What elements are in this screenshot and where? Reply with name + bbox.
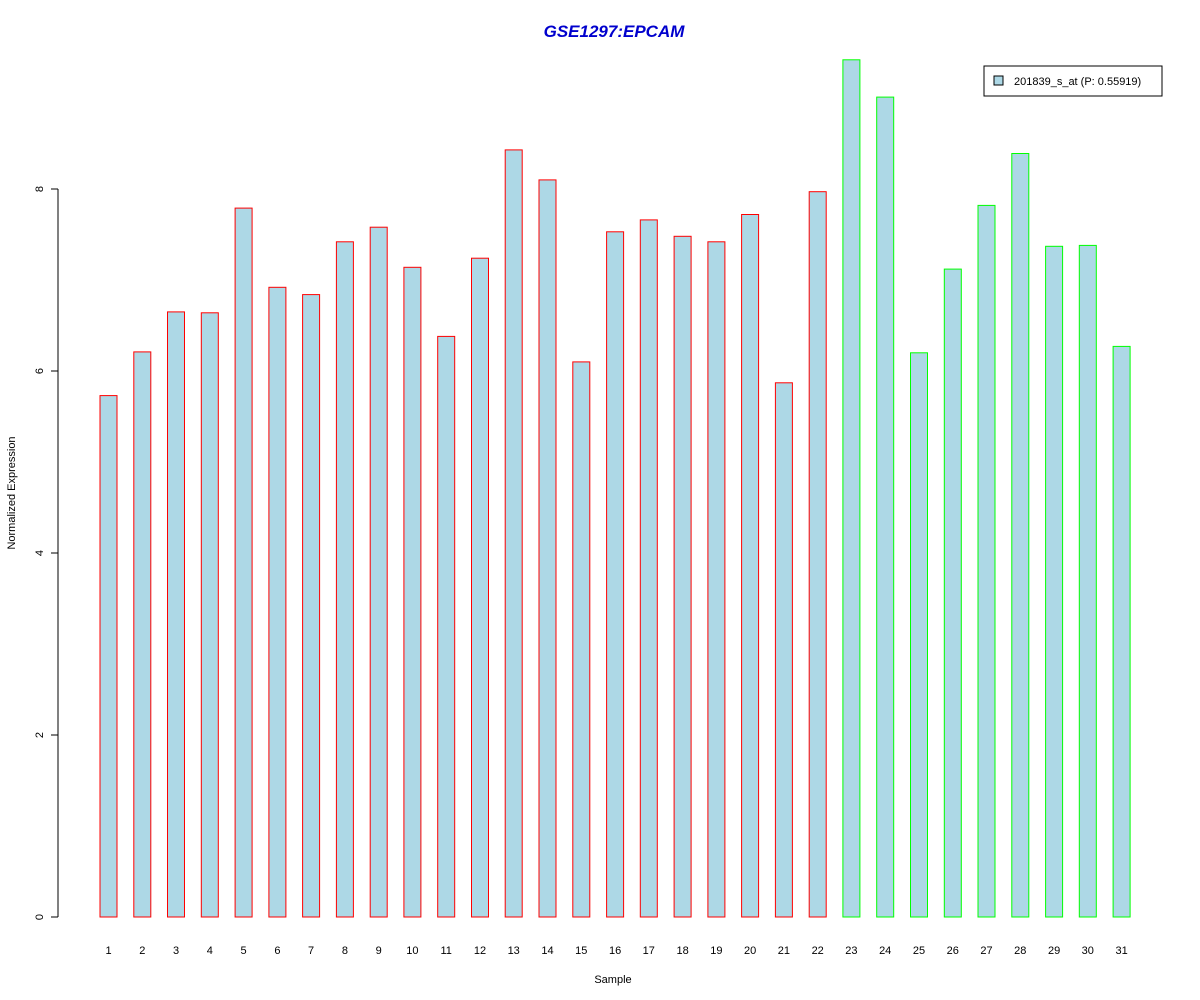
x-tick-labels: 1 2 3 4 5 6 7 8 9 10 11 12 13 14 15 16 17 18 19 20 21 22 23 24 2… xyxy=(105,945,1127,957)
x-tick-label: 16 xyxy=(609,945,621,957)
x-tick-label: 17 xyxy=(643,945,655,957)
bar xyxy=(639,219,658,918)
legend-swatch xyxy=(993,75,1004,86)
x-tick-label: 2 xyxy=(139,945,145,957)
x-tick-label: 3 xyxy=(173,945,179,957)
x-tick-label: 25 xyxy=(913,945,925,957)
bar xyxy=(335,241,354,918)
bar xyxy=(1078,244,1097,918)
x-tick-label: 30 xyxy=(1082,945,1094,957)
legend-label: 201839_s_at (P: 0.55919) xyxy=(1014,76,1141,88)
bar xyxy=(1011,153,1030,918)
bar xyxy=(842,59,861,918)
x-tick-label: 9 xyxy=(376,945,382,957)
x-tick-label: 28 xyxy=(1014,945,1026,957)
bar xyxy=(774,382,793,918)
bar xyxy=(741,214,760,918)
y-axis-label: Normalized Expression xyxy=(6,436,18,549)
bar xyxy=(99,395,118,918)
bar xyxy=(876,96,895,918)
y-tick-label: 8 xyxy=(34,186,46,192)
bar xyxy=(268,286,287,918)
x-tick-label: 24 xyxy=(879,945,891,957)
legend-box xyxy=(983,65,1163,97)
bar xyxy=(200,312,219,918)
x-tick-label: 12 xyxy=(474,945,486,957)
bar xyxy=(1045,245,1064,918)
bar xyxy=(504,149,523,918)
x-tick-label: 10 xyxy=(406,945,418,957)
x-tick-label: 5 xyxy=(241,945,247,957)
bar xyxy=(707,241,726,918)
y-tick-label: 2 xyxy=(34,732,46,738)
bar xyxy=(673,235,692,918)
bar xyxy=(977,204,996,918)
x-tick-label: 18 xyxy=(676,945,688,957)
x-tick-label: 7 xyxy=(308,945,314,957)
y-axis: 0 2 4 6 8 xyxy=(34,186,59,920)
x-tick-label: 31 xyxy=(1115,945,1127,957)
x-tick-label: 6 xyxy=(274,945,280,957)
x-tick-label: 21 xyxy=(778,945,790,957)
x-tick-label: 8 xyxy=(342,945,348,957)
x-axis-label: Sample xyxy=(594,974,631,986)
bar xyxy=(437,335,456,918)
x-tick-label: 11 xyxy=(440,945,451,957)
y-tick-label: 6 xyxy=(34,368,46,374)
chart-title: GSE1297:EPCAM xyxy=(544,22,686,41)
bar xyxy=(910,352,928,918)
x-tick-label: 29 xyxy=(1048,945,1060,957)
x-tick-label: 19 xyxy=(710,945,722,957)
x-tick-label: 13 xyxy=(508,945,520,957)
y-tick-label: 4 xyxy=(34,550,46,556)
bar xyxy=(471,257,489,918)
bar xyxy=(808,191,827,918)
bar xyxy=(1112,345,1131,918)
y-tick-label: 0 xyxy=(34,914,46,920)
x-tick-label: 23 xyxy=(845,945,857,957)
bar xyxy=(369,226,388,918)
bar xyxy=(403,266,422,918)
bar xyxy=(234,207,253,918)
bar xyxy=(606,231,625,918)
bar xyxy=(538,179,557,918)
x-tick-label: 20 xyxy=(744,945,756,957)
x-tick-label: 26 xyxy=(947,945,959,957)
bar xyxy=(133,351,152,918)
bar xyxy=(943,268,962,918)
bar xyxy=(167,311,185,918)
x-tick-label: 27 xyxy=(980,945,992,957)
legend: 201839_s_at (P: 0.55919) xyxy=(983,65,1163,97)
x-tick-label: 22 xyxy=(812,945,824,957)
x-tick-label: 14 xyxy=(541,945,553,957)
x-tick-label: 1 xyxy=(105,945,111,957)
x-tick-label: 4 xyxy=(207,945,213,957)
bar xyxy=(572,361,591,918)
bar xyxy=(302,294,321,918)
x-tick-label: 15 xyxy=(575,945,587,957)
bars-group xyxy=(99,59,1131,918)
